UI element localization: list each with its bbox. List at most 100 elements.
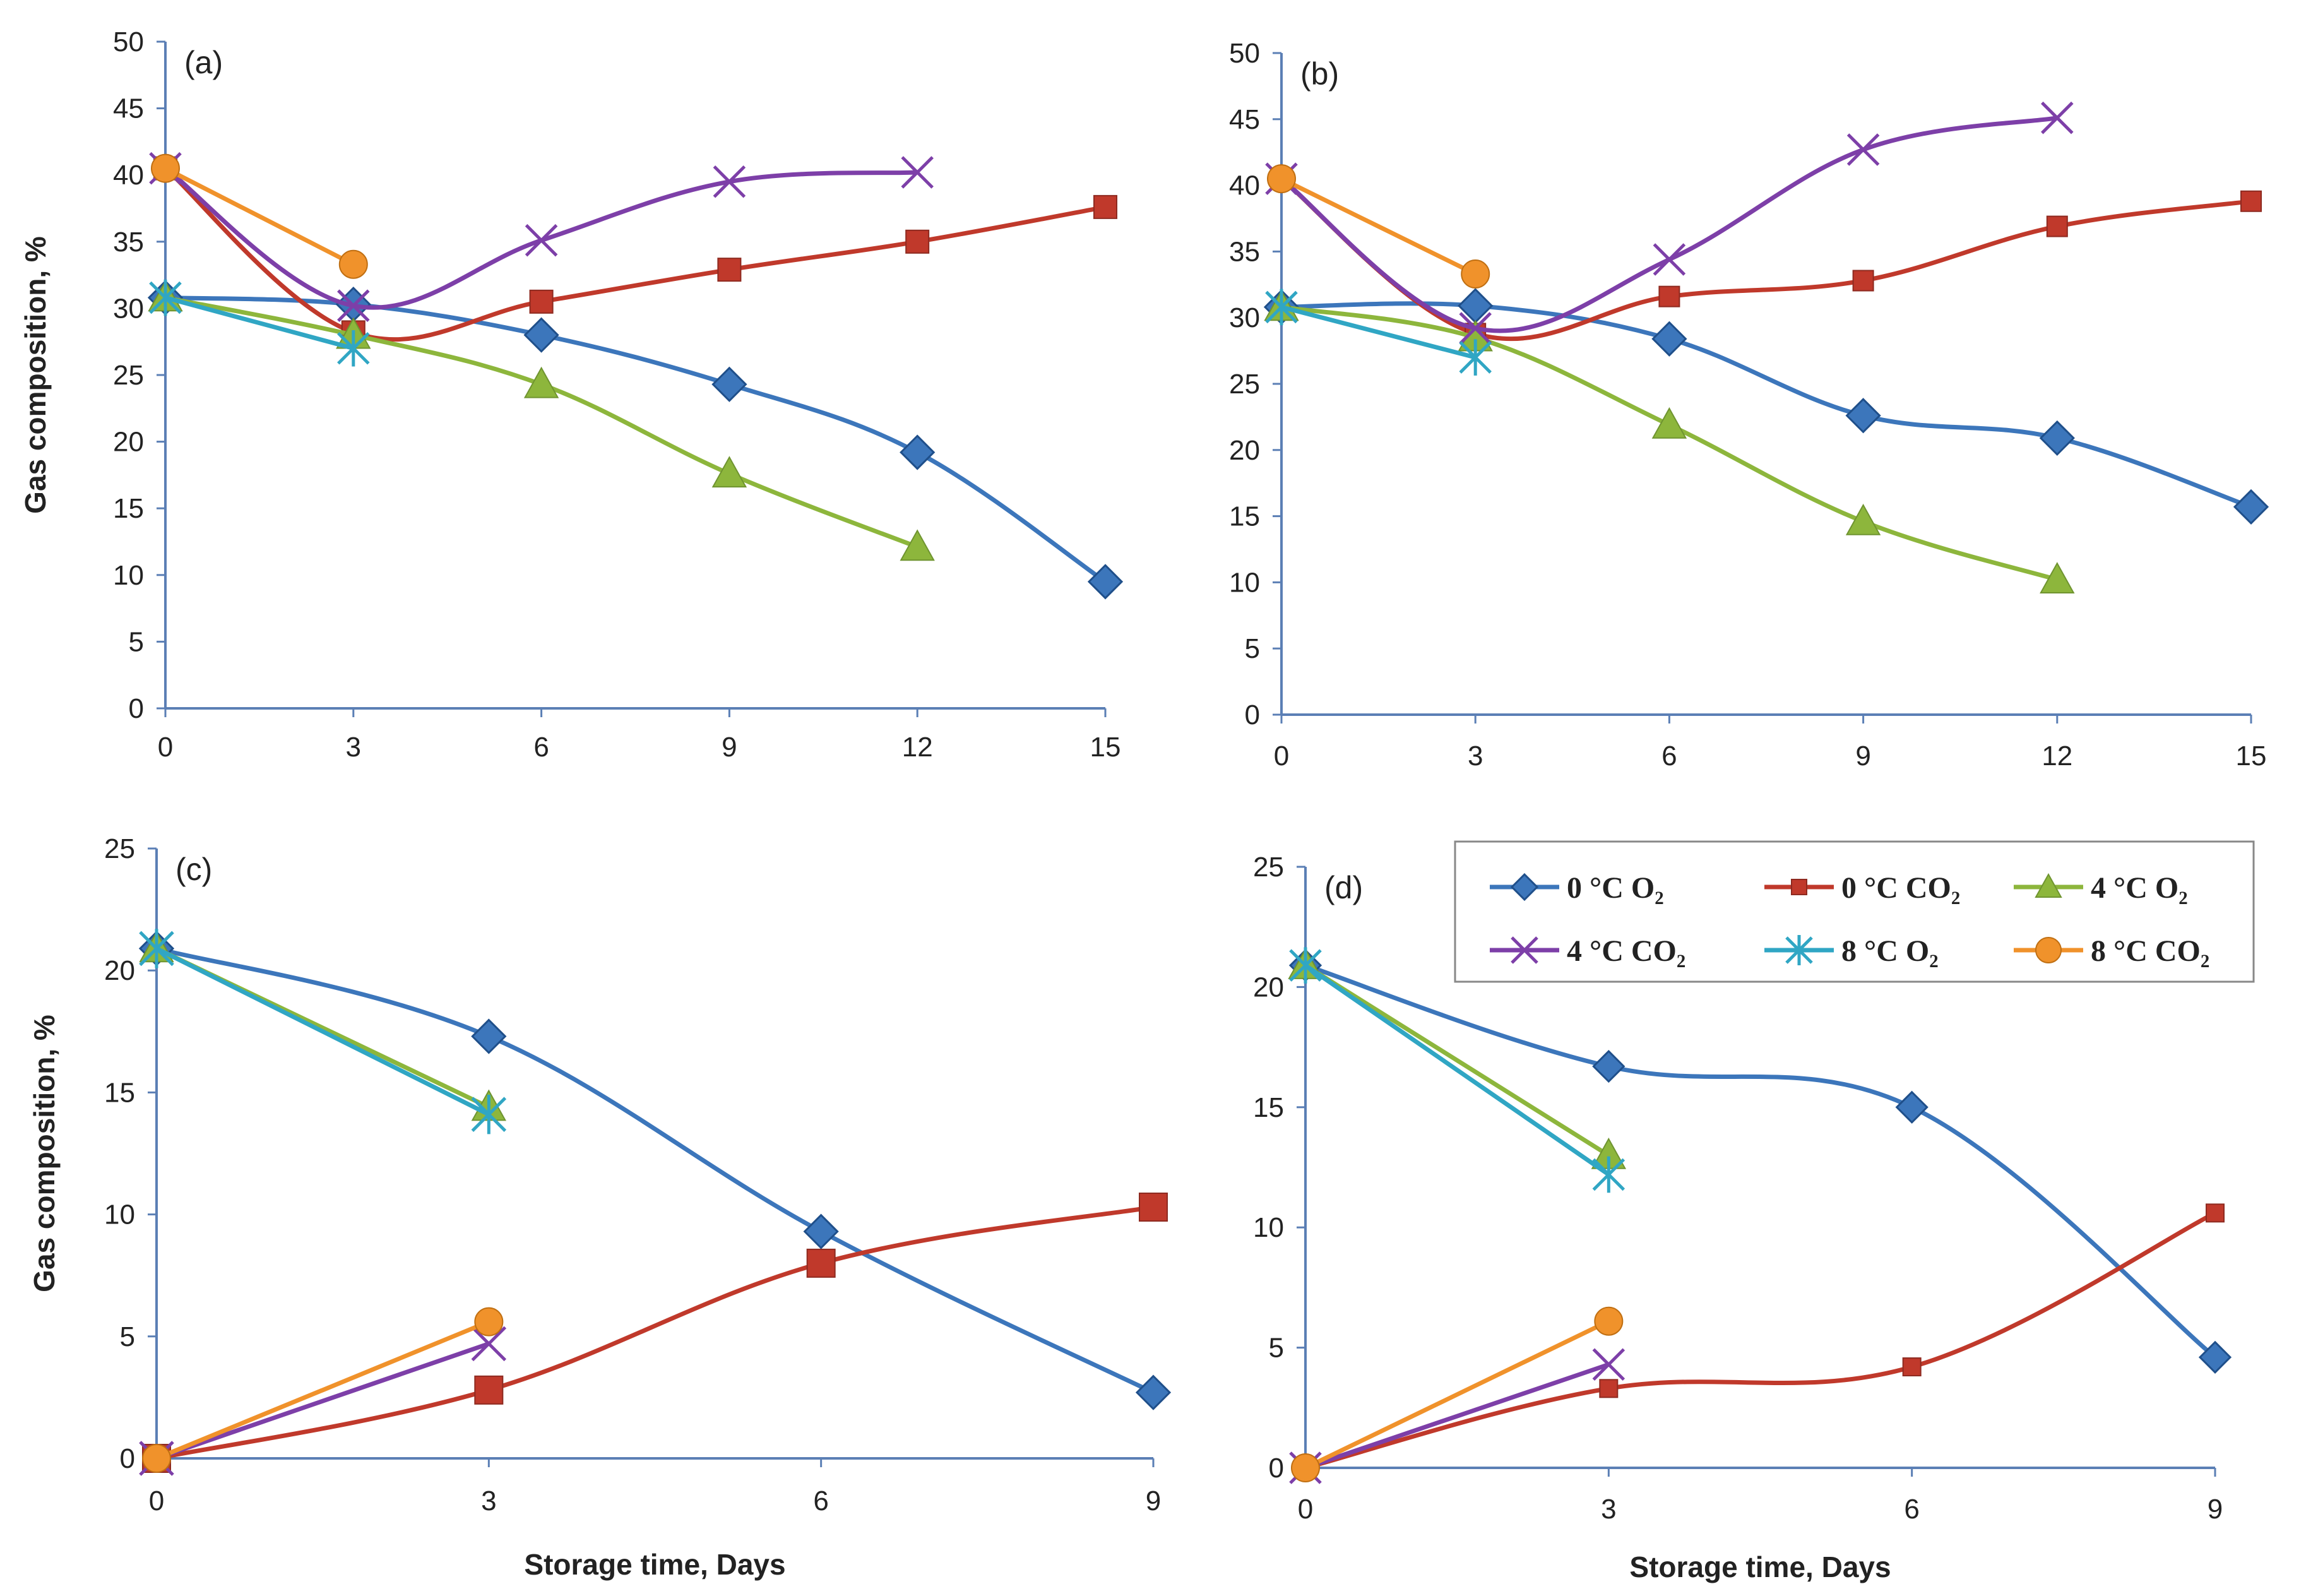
- y-tick-label: 0: [129, 693, 144, 724]
- panel-label: (d): [1324, 870, 1363, 905]
- data-point: [1592, 1348, 1626, 1381]
- data-point: [1592, 1156, 1626, 1193]
- legend-marker: [2035, 937, 2062, 963]
- data-point: [905, 229, 930, 254]
- series-s0O2: [147, 280, 1124, 600]
- data-point: [523, 317, 559, 353]
- y-tick-label: 25: [113, 360, 144, 391]
- y-tick-label: 20: [113, 427, 144, 458]
- data-point: [338, 249, 368, 279]
- y-tick-label: 45: [113, 93, 144, 124]
- data-point: [2040, 562, 2075, 594]
- data-point: [471, 1326, 507, 1362]
- data-point: [474, 1307, 504, 1337]
- data-point: [711, 366, 747, 402]
- data-point: [1291, 1453, 1320, 1482]
- legend-item-s4O2: 4 °C O₂: [2014, 871, 2188, 905]
- panel-label: (a): [184, 45, 223, 80]
- data-point: [523, 366, 559, 398]
- legend: 0 °C O₂ 0 °C CO₂ 4 °C O₂ 4 °C CO₂ 8 °C O₂ 8 °…: [1454, 840, 2255, 983]
- legend-item-s8O2: 8 °C O₂: [1764, 934, 1939, 968]
- legend-item-s0CO2: 0 °C CO₂: [1764, 871, 1960, 905]
- legend-label: 0 °C O₂: [1567, 871, 1664, 905]
- x-tick-label: 12: [902, 732, 933, 763]
- data-point: [337, 289, 370, 322]
- y-tick-label: 15: [1253, 1092, 1284, 1123]
- y-tick-label: 40: [113, 160, 144, 191]
- data-point: [1651, 321, 1687, 357]
- legend-item-s4CO2: 4 °C CO₂: [1490, 934, 1685, 968]
- y-tick-label: 50: [113, 27, 144, 57]
- chart-panel-b: 0 5 10 15 20 25 30 35 40 45 50 0 3 6 9 12 15 (b): [1229, 38, 2269, 771]
- x-tick-label: 6: [1661, 741, 1677, 771]
- y-tick-label: 10: [113, 560, 144, 591]
- legend-item-s0O2: 0 °C O₂: [1490, 871, 1664, 905]
- data-point: [2233, 489, 2269, 525]
- data-point: [525, 223, 558, 257]
- x-tick-label: 15: [2236, 741, 2267, 771]
- series-line: [1279, 176, 1478, 277]
- data-point: [151, 153, 180, 183]
- data-point: [1599, 1379, 1619, 1398]
- data-point: [1653, 243, 1686, 276]
- data-point: [713, 165, 746, 198]
- x-tick-label: 3: [1601, 1494, 1616, 1525]
- series-line: [163, 295, 356, 351]
- y-tick-label: 5: [120, 1321, 135, 1352]
- y-tick-label: 35: [113, 227, 144, 258]
- series-line: [1303, 963, 1611, 1177]
- data-point: [1845, 503, 1881, 535]
- series-s8CO2: [1267, 164, 1490, 289]
- data-point: [1139, 1193, 1168, 1222]
- y-tick-label: 10: [104, 1200, 135, 1230]
- legend-marker: [1791, 879, 1807, 895]
- legend-item-s8CO2: 8 °C CO₂: [2014, 934, 2209, 968]
- series-line: [1303, 1210, 2218, 1470]
- series-line: [163, 295, 1108, 584]
- data-point: [1087, 564, 1124, 600]
- data-point: [2041, 101, 2074, 134]
- y-tick-label: 50: [1229, 38, 1260, 69]
- series-s8CO2: [142, 1307, 504, 1473]
- series-line: [154, 1205, 1156, 1461]
- y-tick-label: 25: [1229, 369, 1260, 400]
- panel-label: (c): [175, 852, 212, 887]
- x-axis-title: Storage time, Days: [1629, 1551, 1891, 1583]
- chart-panel-a: 0 5 10 15 20 25 30 35 40 45 50 0 3 6 9 12 15 (a) Gas compo…: [19, 27, 1124, 763]
- data-point: [149, 279, 182, 316]
- data-point: [2206, 1203, 2225, 1223]
- data-point: [1135, 1374, 1172, 1410]
- y-tick-label: 30: [113, 293, 144, 324]
- series-line: [154, 1319, 491, 1461]
- data-point: [1267, 164, 1296, 194]
- x-tick-label: 0: [1298, 1494, 1313, 1525]
- series-s4CO2: [1265, 101, 2074, 345]
- data-point: [711, 456, 747, 488]
- x-tick-label: 0: [149, 1486, 164, 1516]
- legend-label: 4 °C CO₂: [1567, 934, 1685, 968]
- data-point: [471, 1094, 507, 1134]
- data-point: [1461, 259, 1490, 289]
- y-tick-label: 15: [113, 493, 144, 524]
- data-point: [1093, 194, 1117, 219]
- data-point: [1459, 312, 1492, 345]
- data-point: [1592, 1049, 1626, 1083]
- x-tick-label: 3: [1468, 741, 1483, 771]
- data-point: [1289, 947, 1322, 984]
- y-tick-label: 15: [104, 1077, 135, 1108]
- series-line: [1303, 963, 2218, 1360]
- y-tick-label: 20: [1229, 435, 1260, 466]
- series-line: [1279, 116, 2060, 333]
- series-line: [154, 946, 1156, 1395]
- data-point: [1658, 285, 1680, 307]
- legend-marker: [1510, 872, 1539, 902]
- panel-label: (b): [1300, 56, 1339, 92]
- data-point: [2039, 420, 2075, 456]
- y-tick-label: 5: [129, 626, 144, 657]
- data-point: [901, 156, 934, 189]
- y-tick-label: 5: [1245, 633, 1260, 664]
- x-tick-label: 6: [533, 732, 549, 763]
- data-point: [1902, 1357, 1922, 1377]
- series-line: [163, 166, 1108, 342]
